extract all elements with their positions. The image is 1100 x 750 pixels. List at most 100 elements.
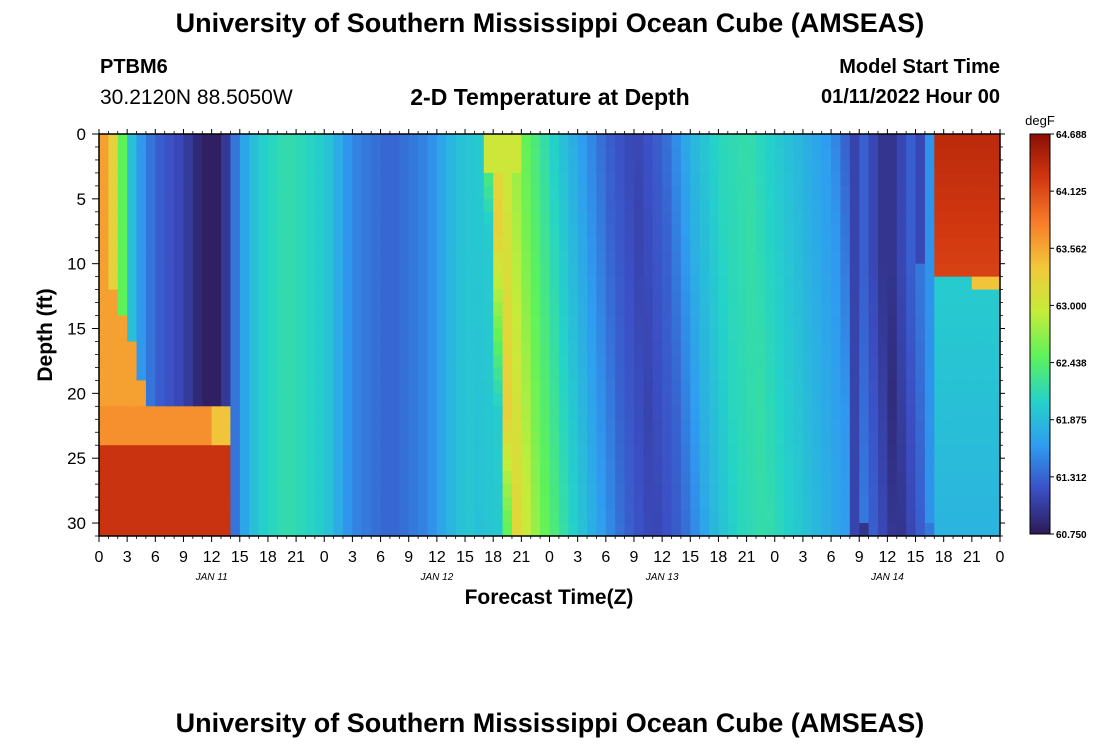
- heatmap-cell: [389, 380, 400, 394]
- heatmap-cell: [690, 367, 701, 381]
- heatmap-cell: [324, 172, 335, 187]
- heatmap-cell: [493, 185, 504, 200]
- heatmap-cell: [333, 406, 344, 420]
- heatmap-cell: [221, 237, 231, 252]
- heatmap-cell: [568, 380, 579, 394]
- heatmap-cell: [418, 393, 429, 407]
- heatmap-cell: [371, 393, 382, 407]
- heatmap-cell: [840, 237, 851, 252]
- heatmap-cell: [117, 237, 128, 252]
- heatmap-cell: [108, 341, 119, 356]
- heatmap-cell: [849, 172, 860, 187]
- heatmap-cell: [230, 497, 241, 511]
- heatmap-cell: [286, 445, 297, 459]
- y-tick-label: 15: [67, 320, 86, 339]
- heatmap-cell: [709, 471, 720, 485]
- heatmap-cell: [680, 211, 691, 226]
- heatmap-cell: [530, 484, 541, 498]
- heatmap-cell: [192, 393, 203, 407]
- heatmap-cell: [408, 380, 419, 394]
- heatmap-cell: [577, 211, 588, 226]
- heatmap-cell: [277, 289, 288, 304]
- heatmap-cell: [831, 510, 842, 524]
- heatmap-cell: [493, 445, 504, 459]
- heatmap-cell: [981, 315, 992, 330]
- heatmap-cell: [286, 134, 297, 148]
- heatmap-cell: [896, 172, 907, 187]
- heatmap-cell: [746, 328, 757, 343]
- heatmap-cell: [164, 445, 175, 459]
- heatmap-cell: [934, 276, 945, 291]
- heatmap-cell: [812, 185, 823, 200]
- heatmap-cell: [99, 211, 109, 226]
- heatmap-cell: [108, 445, 119, 459]
- heatmap-cell: [971, 134, 982, 148]
- heatmap-cell: [652, 393, 663, 407]
- heatmap-cell: [502, 198, 513, 213]
- heatmap-cell: [633, 315, 644, 330]
- heatmap-cell: [277, 406, 288, 420]
- heatmap-cell: [924, 263, 935, 278]
- heatmap-cell: [540, 471, 551, 485]
- heatmap-cell: [877, 341, 888, 356]
- heatmap-cell: [596, 393, 607, 407]
- heatmap-cell: [831, 289, 842, 304]
- heatmap-cell: [427, 134, 438, 148]
- heatmap-cell: [568, 393, 579, 407]
- heatmap-cell: [887, 198, 898, 213]
- heatmap-cell: [296, 484, 307, 498]
- heatmap-cell: [258, 497, 269, 511]
- heatmap-cell: [784, 289, 795, 304]
- heatmap-cell: [690, 432, 701, 446]
- heatmap-cell: [99, 172, 109, 187]
- heatmap-cell: [924, 497, 935, 511]
- heatmap-cell: [840, 432, 851, 446]
- heatmap-cell: [615, 419, 626, 433]
- heatmap-cell: [887, 484, 898, 498]
- heatmap-cell: [953, 302, 964, 317]
- heatmap-cell: [915, 510, 926, 524]
- heatmap-cell: [258, 341, 269, 356]
- heatmap-cell: [521, 146, 532, 161]
- heatmap-cell: [361, 510, 372, 524]
- heatmap-cell: [934, 445, 945, 459]
- heatmap-cell: [436, 289, 447, 304]
- model-start-label: Model Start Time: [839, 56, 1000, 78]
- heatmap-cell: [831, 146, 842, 161]
- heatmap-cell: [455, 471, 466, 485]
- heatmap-cell: [99, 380, 109, 394]
- heatmap-cell: [286, 237, 297, 252]
- heatmap-cell: [934, 224, 945, 239]
- heatmap-cell: [605, 224, 616, 239]
- heatmap-cell: [624, 328, 635, 343]
- heatmap-cell: [727, 471, 738, 485]
- heatmap-cell: [540, 146, 551, 161]
- heatmap-cell: [314, 134, 325, 148]
- y-tick-label: 30: [67, 514, 86, 533]
- heatmap-cell: [455, 328, 466, 343]
- heatmap-cell: [615, 484, 626, 498]
- heatmap-cell: [549, 315, 560, 330]
- heatmap-cell: [361, 211, 372, 226]
- heatmap-cell: [662, 510, 673, 524]
- heatmap-cell: [230, 185, 241, 200]
- heatmap-cell: [324, 510, 335, 524]
- heatmap-cell: [549, 510, 560, 524]
- heatmap-cell: [465, 445, 476, 459]
- heatmap-cell: [202, 445, 213, 459]
- heatmap-cell: [314, 198, 325, 213]
- heatmap-cell: [896, 134, 907, 148]
- heatmap-cell: [652, 185, 663, 200]
- heatmap-cell: [831, 276, 842, 291]
- heatmap-cell: [511, 146, 522, 161]
- heatmap-cell: [896, 185, 907, 200]
- heatmap-cell: [793, 367, 804, 381]
- heatmap-cell: [521, 250, 532, 265]
- heatmap-cell: [746, 276, 757, 291]
- heatmap-cell: [380, 159, 391, 174]
- heatmap-cell: [605, 302, 616, 317]
- heatmap-cell: [587, 328, 598, 343]
- heatmap-cell: [399, 484, 410, 498]
- heatmap-cell: [352, 250, 363, 265]
- heatmap-cell: [324, 237, 335, 252]
